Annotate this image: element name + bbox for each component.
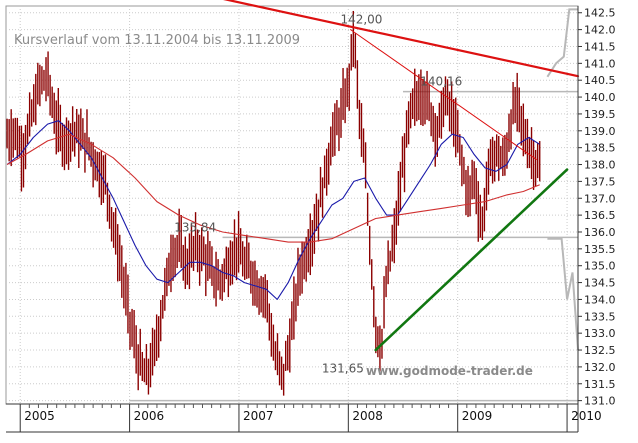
- y-tick-label: 142.0: [584, 24, 616, 37]
- y-tick-label: 131.0: [584, 395, 616, 408]
- plot-frame: [5, 5, 579, 405]
- y-tick-label: 139.5: [584, 108, 616, 121]
- y-tick-label: 133.0: [584, 327, 616, 340]
- y-tick-label: 134.5: [584, 277, 616, 290]
- edge-zigzag: [546, 8, 578, 78]
- y-tick-label: 138.0: [584, 159, 616, 172]
- y-tick-label: 135.0: [584, 260, 616, 273]
- y-tick-label: 137.5: [584, 175, 616, 188]
- y-tick-label: 133.5: [584, 310, 616, 323]
- price-series: [6, 10, 541, 396]
- level-annotation: 142,00: [340, 13, 382, 27]
- trendlines: [223, 0, 580, 352]
- y-tick-label: 139.0: [584, 125, 616, 138]
- x-tick-label: 2007: [243, 409, 274, 423]
- y-tick-label: 132.0: [584, 361, 616, 374]
- watermark: www.godmode-trader.de: [366, 364, 533, 378]
- trendline-support: [374, 168, 569, 352]
- x-tick-label: 2005: [24, 409, 55, 423]
- series-group: [6, 10, 541, 396]
- trendline-thin-resistance: [350, 29, 537, 160]
- level-annotation: 135,84: [174, 220, 216, 234]
- y-tick-label: 131.5: [584, 378, 616, 391]
- chart-title: Kursverlauf vom 13.11.2004 bis 13.11.200…: [14, 33, 300, 48]
- y-tick-label: 140.5: [584, 74, 616, 87]
- horizontal-levels: [129, 8, 579, 402]
- y-tick-label: 138.5: [584, 142, 616, 155]
- y-tick-label: 136.0: [584, 226, 616, 239]
- grid: [5, 5, 579, 405]
- x-tick-label: 2010: [571, 409, 602, 423]
- ma-long-line: [6, 133, 540, 243]
- x-tick-label: 2006: [134, 409, 165, 423]
- y-tick-label: 136.5: [584, 209, 616, 222]
- x-tick-label: 2008: [352, 409, 383, 423]
- annotations: 142,00 140,16 135,84 131,65: [174, 13, 462, 376]
- x-tick-label: 2009: [462, 409, 493, 423]
- level-annotation: 131,65: [322, 362, 364, 376]
- y-tick-label: 141.0: [584, 57, 616, 70]
- y-tick-label: 134.0: [584, 293, 616, 306]
- y-tick-label: 132.5: [584, 344, 616, 357]
- edge-zigzag: [547, 237, 579, 351]
- axes: 131.0 131.5 132.0 132.5 133.0 133.5 134.0 134.5…: [6, 6, 616, 433]
- y-tick-label: 142.5: [584, 7, 616, 20]
- ma-short-line: [6, 120, 540, 300]
- y-tick-label: 135.5: [584, 243, 616, 256]
- y-tick-label: 141.5: [584, 40, 616, 53]
- y-tick-label: 137.0: [584, 192, 616, 205]
- trendline-resistance: [223, 0, 580, 78]
- y-tick-label: 140.0: [584, 91, 616, 104]
- level-annotation: 140,16: [420, 75, 462, 89]
